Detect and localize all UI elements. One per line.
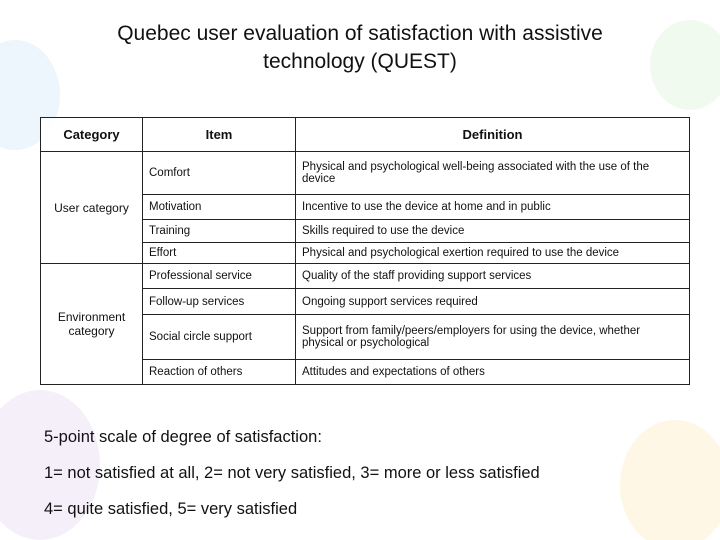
decoration <box>0 390 100 540</box>
item-cell: Professional service <box>142 263 296 289</box>
definition-cell: Incentive to use the device at home and … <box>295 194 690 220</box>
table-row: Training Skills required to use the devic… <box>41 219 690 243</box>
table-row: Environment category Professional service… <box>40 263 690 385</box>
table-row: Social circle support Support from family… <box>41 314 690 360</box>
decoration <box>650 20 720 110</box>
item-cell: Comfort <box>142 151 296 195</box>
header-cell: Definition <box>295 117 690 152</box>
category-cell: User category <box>40 151 143 264</box>
table-row: Reaction of others Attitudes and expectat… <box>41 359 690 385</box>
definition-cell: Skills required to use the device <box>295 219 690 243</box>
slide-title: Quebec user evaluation of satisfaction w… <box>117 22 603 73</box>
scale-heading: 5-point scale of degree of satisfaction: <box>44 428 322 446</box>
definition-cell: Support from family/peers/employers for … <box>295 314 690 360</box>
definition-cell: Physical and psychological exertion requ… <box>295 242 690 264</box>
item-cell: Reaction of others <box>142 359 296 385</box>
scale-text: 5-point scale of degree of satisfaction:… <box>44 428 540 536</box>
header-cell: Item <box>142 117 296 152</box>
definition-cell: Ongoing support services required <box>295 288 690 315</box>
table-row: Follow-up services Ongoing support servic… <box>41 288 690 315</box>
definition-cell: Attitudes and expectations of others <box>295 359 690 385</box>
header-row: Category Item Definition <box>40 117 690 152</box>
item-cell: Motivation <box>142 194 296 220</box>
table-row: Effort Physical and psychological exertio… <box>41 242 690 264</box>
header-cell: Category <box>40 117 143 152</box>
table-row: User category Comfort Physical and psychol… <box>40 151 690 264</box>
item-cell: Effort <box>142 242 296 264</box>
definition-cell: Physical and psychological well-being as… <box>295 151 690 195</box>
item-cell: Social circle support <box>142 314 296 360</box>
category-cell: Environment category <box>40 263 143 385</box>
item-cell: Follow-up services <box>142 288 296 315</box>
quest-table: Category Item Definition User category Comf… <box>40 117 690 385</box>
scale-line: 1= not satisfied at all, 2= not very sat… <box>44 464 540 482</box>
definition-cell: Quality of the staff providing support s… <box>295 263 690 289</box>
table-body: User category Comfort Physical and psychol… <box>40 151 690 385</box>
decoration <box>620 420 720 540</box>
scale-line: 4= quite satisfied, 5= very satisfied <box>44 500 298 518</box>
item-cell: Training <box>142 219 296 243</box>
